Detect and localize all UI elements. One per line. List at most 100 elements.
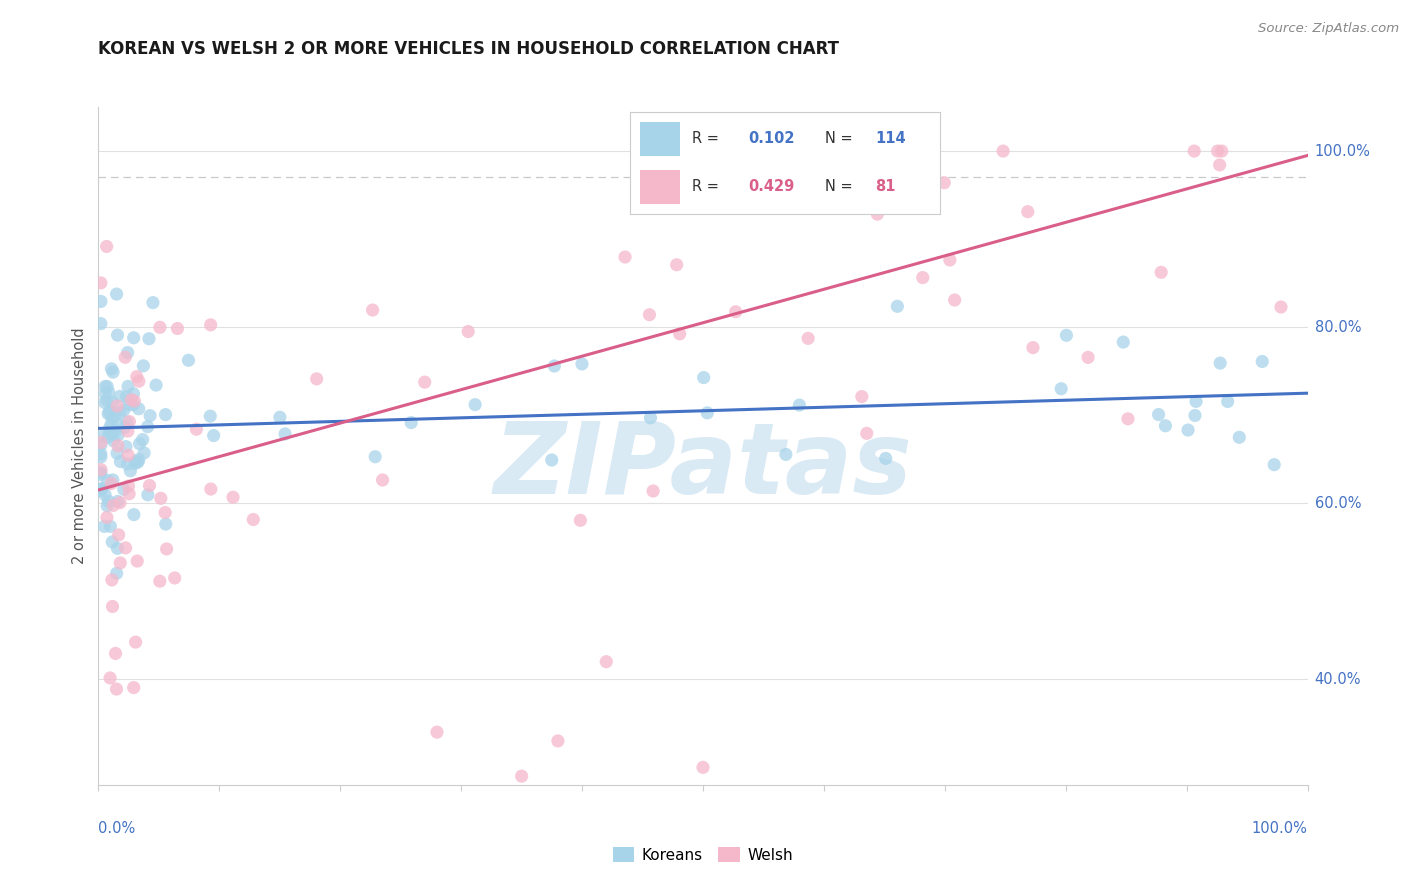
Point <box>128 436 150 450</box>
Point <box>108 406 131 420</box>
Text: 60.0%: 60.0% <box>1315 496 1361 511</box>
Point <box>100 519 122 533</box>
Point <box>155 541 177 556</box>
Point <box>122 386 145 401</box>
Legend: Koreans, Welsh: Koreans, Welsh <box>607 841 799 869</box>
Point <box>855 426 877 441</box>
Point <box>93 519 115 533</box>
Point <box>136 419 159 434</box>
Point <box>166 321 188 335</box>
Point <box>1150 265 1173 279</box>
Point <box>112 403 135 417</box>
Point <box>118 415 141 429</box>
Point <box>149 320 172 334</box>
Point <box>643 483 665 498</box>
Point <box>1216 394 1239 409</box>
Point <box>138 332 160 346</box>
Point <box>105 287 128 301</box>
Point <box>163 571 186 585</box>
Text: 114: 114 <box>875 131 905 146</box>
Point <box>107 439 129 453</box>
Point <box>98 421 121 435</box>
Point <box>94 386 117 401</box>
Point <box>97 407 120 421</box>
Point <box>94 379 117 393</box>
Point <box>117 479 139 493</box>
Point <box>614 250 637 264</box>
Point <box>361 303 384 318</box>
Point <box>100 417 122 431</box>
Point <box>595 655 617 669</box>
Point <box>640 410 662 425</box>
Point <box>547 734 569 748</box>
Point <box>132 359 155 373</box>
Point <box>105 399 128 413</box>
Point <box>97 494 120 508</box>
Point <box>1209 356 1232 370</box>
Point <box>797 331 820 345</box>
Text: R =: R = <box>692 131 724 146</box>
Point <box>105 446 128 460</box>
Point <box>851 390 873 404</box>
Point <box>543 359 565 373</box>
Point <box>399 416 422 430</box>
Point <box>122 681 145 695</box>
Point <box>122 398 145 412</box>
Point <box>90 447 112 461</box>
Point <box>101 473 124 487</box>
Point <box>136 488 159 502</box>
Point <box>668 326 690 341</box>
Point <box>110 454 132 468</box>
Point <box>200 318 222 332</box>
Point <box>464 398 486 412</box>
Point <box>692 760 714 774</box>
Text: 100.0%: 100.0% <box>1315 144 1371 159</box>
Point <box>104 647 127 661</box>
Point <box>97 430 120 444</box>
Text: N =: N = <box>825 179 858 194</box>
Point <box>118 487 141 501</box>
Point <box>132 446 155 460</box>
Point <box>90 467 112 482</box>
Point <box>122 508 145 522</box>
Point <box>107 494 129 508</box>
Point <box>200 409 222 424</box>
Point <box>105 566 128 581</box>
Point <box>127 554 149 568</box>
Point <box>696 406 718 420</box>
Point <box>426 725 449 739</box>
Point <box>101 410 124 425</box>
Point <box>104 424 127 438</box>
Point <box>101 599 124 614</box>
Point <box>305 372 328 386</box>
Point <box>142 295 165 310</box>
Text: 40.0%: 40.0% <box>1315 672 1361 687</box>
Point <box>90 466 112 480</box>
Point <box>100 476 122 491</box>
Point <box>1022 341 1045 355</box>
Point <box>153 506 176 520</box>
Point <box>101 365 124 379</box>
Point <box>112 483 135 497</box>
Point <box>128 401 150 416</box>
Text: 81: 81 <box>875 179 896 194</box>
Point <box>101 573 124 587</box>
Point <box>124 635 146 649</box>
Point <box>149 574 172 589</box>
Point <box>118 398 141 412</box>
Point <box>886 299 908 313</box>
Point <box>128 452 150 467</box>
Point <box>90 438 112 452</box>
Point <box>98 405 121 419</box>
Point <box>90 450 112 464</box>
Point <box>117 379 139 393</box>
Point <box>108 389 131 403</box>
Point <box>866 207 889 221</box>
Point <box>107 328 129 343</box>
Point <box>177 353 200 368</box>
Point <box>1147 408 1170 422</box>
Point <box>1116 412 1139 426</box>
Point <box>1227 430 1250 444</box>
Point <box>870 146 893 161</box>
Point <box>1184 409 1206 423</box>
